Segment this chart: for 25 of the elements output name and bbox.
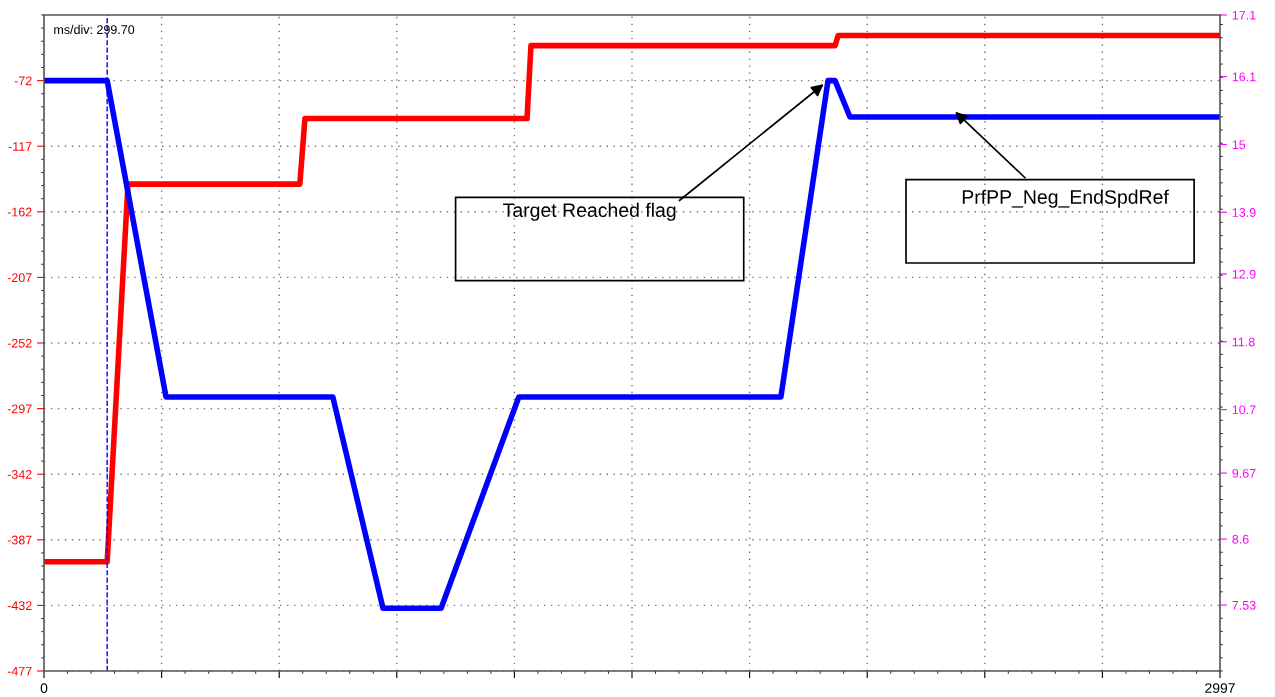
y2-tick-label: 16.1 (1232, 72, 1256, 82)
y-tick-label: -252 (7, 338, 32, 348)
annotation: PrfPP_Neg_EndSpdRef (962, 189, 1169, 208)
y2-tick-label: 13.9 (1232, 208, 1256, 217)
y2-tick-label: 11.8 (1232, 337, 1255, 347)
y-tick-label: -477 (7, 666, 32, 676)
y-tick-label: -342 (7, 470, 32, 479)
y2-tick-label: 7.53 (1232, 600, 1256, 610)
y2-tick-label: 17.1 (1232, 10, 1256, 20)
y-tick-label: -72 (14, 76, 32, 86)
y-tick-label: -207 (7, 273, 32, 283)
y-tick-label: -162 (7, 207, 32, 217)
x-tick-label: 0 (40, 683, 48, 694)
y-tick-label: -297 (7, 404, 32, 414)
y-tick-label: -387 (7, 535, 32, 545)
y2-tick-label: 8.6 (1232, 534, 1249, 544)
y-tick-label: -432 (7, 601, 32, 611)
annotation: Target Reached flag (503, 202, 676, 221)
y-tick-label: -117 (8, 142, 32, 151)
annotation: ms/div: 299.70 (54, 24, 135, 35)
y2-tick-label: 9.67 (1232, 468, 1256, 478)
y2-tick-label: 10.7 (1232, 405, 1256, 415)
y2-tick-label: 12.9 (1232, 269, 1256, 279)
y2-tick-label: 15 (1232, 140, 1246, 150)
x-tick-label: 2997 (1205, 683, 1235, 694)
